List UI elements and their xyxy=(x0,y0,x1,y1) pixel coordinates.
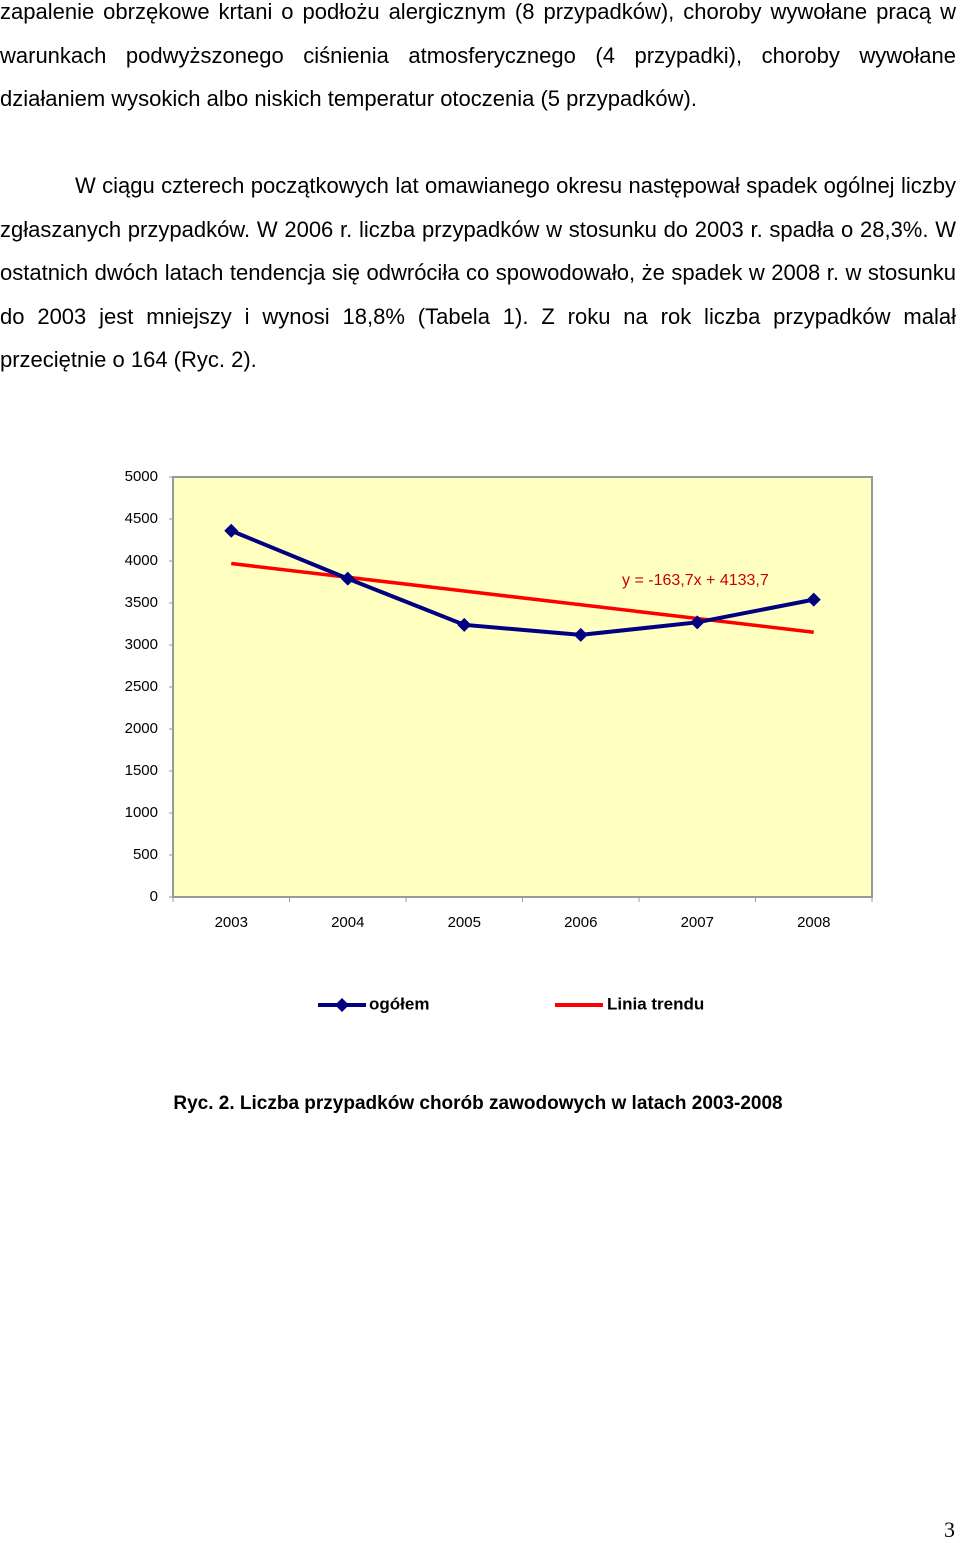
y-tick-label: 500 xyxy=(133,846,158,863)
marker xyxy=(573,627,588,642)
y-tick-label: 1500 xyxy=(125,762,158,779)
paragraph: zapalenie obrzękowe krtani o podłożu ale… xyxy=(0,0,956,112)
marker xyxy=(457,617,472,632)
marker xyxy=(224,523,239,538)
legend-label: ogółem xyxy=(369,994,429,1013)
marker xyxy=(340,571,355,586)
legend-label: Linia trendu xyxy=(607,994,704,1013)
paragraph: W ciągu czterech początkowych lat omawia… xyxy=(0,173,956,373)
y-tick-label: 4500 xyxy=(125,510,158,527)
legend-marker xyxy=(335,998,349,1012)
data-line xyxy=(230,528,815,637)
plot-area xyxy=(172,476,873,898)
caption: Ryc. 2. Liczba przypadków chorób zawodow… xyxy=(173,1093,782,1114)
y-tick-label: 5000 xyxy=(125,468,158,485)
marker xyxy=(806,592,821,607)
trend-equation: y = -163,7x + 4133,7 xyxy=(622,572,769,589)
x-tick-label: 2004 xyxy=(331,914,364,931)
y-tick-label: 4000 xyxy=(125,552,158,569)
y-tick-label: 3500 xyxy=(125,594,158,611)
x-tick-label: 2008 xyxy=(797,914,830,931)
x-tick-label: 2003 xyxy=(215,914,248,931)
page-number: 3 xyxy=(944,1517,955,1542)
y-tick-label: 3000 xyxy=(125,636,158,653)
trend-line xyxy=(231,561,814,635)
y-tick-label: 0 xyxy=(150,888,158,905)
x-tick-label: 2006 xyxy=(564,914,597,931)
marker xyxy=(690,615,705,630)
y-tick-label: 1000 xyxy=(125,804,158,821)
x-tick-label: 2005 xyxy=(448,914,481,931)
y-tick-label: 2500 xyxy=(125,678,158,695)
y-tick-label: 2000 xyxy=(125,720,158,737)
x-tick-label: 2007 xyxy=(681,914,714,931)
